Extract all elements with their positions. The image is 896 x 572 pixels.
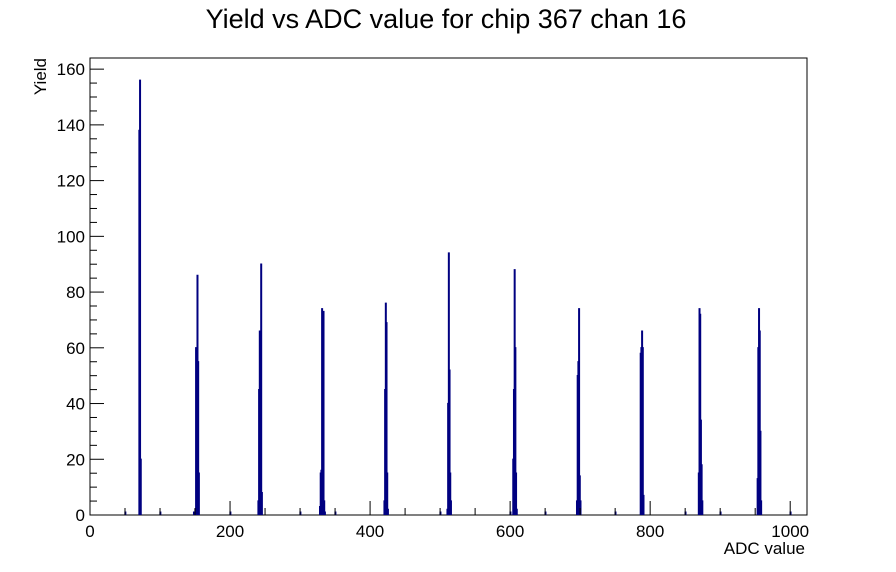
histogram-bar (323, 500, 326, 515)
histogram-bar (386, 472, 389, 515)
histogram-bar (260, 263, 263, 515)
histogram-bars (124, 79, 792, 515)
histogram-bar (385, 322, 388, 515)
histogram-bar (758, 330, 761, 515)
y-tick-label: 80 (66, 283, 85, 302)
histogram-bar (323, 511, 326, 515)
histogram-bar (699, 313, 702, 515)
histogram-bar (386, 508, 389, 515)
chart-title: Yield vs ADC value for chip 367 chan 16 (206, 4, 687, 34)
histogram-bar (700, 464, 703, 515)
y-axis: 0 20 40 60 80 100 120 140 160 (57, 60, 104, 525)
y-tick-label: 60 (66, 339, 85, 358)
histogram-bar (197, 472, 200, 515)
histogram-bar (759, 430, 762, 515)
y-tick-label: 40 (66, 395, 85, 414)
y-tick-label: 100 (57, 227, 85, 246)
y-tick-label: 160 (57, 60, 85, 79)
y-tick-label: 0 (76, 506, 85, 525)
x-tick-label: 0 (85, 522, 94, 541)
histogram-bar (515, 508, 518, 515)
histogram-bar (260, 492, 263, 515)
histogram-bar (192, 511, 195, 515)
histogram-bar (139, 458, 142, 515)
x-axis: 0 200 400 600 800 1000 (85, 501, 809, 541)
x-tick-label: 1000 (771, 522, 809, 541)
histogram-bar (701, 500, 704, 515)
histogram-bar (139, 79, 142, 515)
histogram-bar (449, 472, 452, 515)
histogram-bar (322, 310, 325, 515)
histogram-bar (642, 494, 645, 515)
histogram-bar (197, 361, 200, 515)
histogram-bar (578, 475, 581, 515)
x-tick-label: 400 (356, 522, 384, 541)
x-tick-label: 800 (636, 522, 664, 541)
histogram-bar (641, 347, 644, 515)
y-axis-label: Yield (31, 58, 50, 95)
y-tick-label: 120 (57, 172, 85, 191)
histogram-bar (515, 472, 518, 515)
histogram-bar (578, 308, 581, 515)
histogram-bar (514, 347, 517, 515)
y-tick-label: 140 (57, 116, 85, 135)
y-tick-label: 20 (66, 450, 85, 469)
histogram-bar (449, 500, 452, 515)
x-axis-label: ADC value (724, 539, 805, 558)
x-tick-label: 200 (216, 522, 244, 541)
histogram-bar (448, 369, 451, 515)
histogram-bar (760, 500, 763, 515)
x-tick-label: 600 (496, 522, 524, 541)
